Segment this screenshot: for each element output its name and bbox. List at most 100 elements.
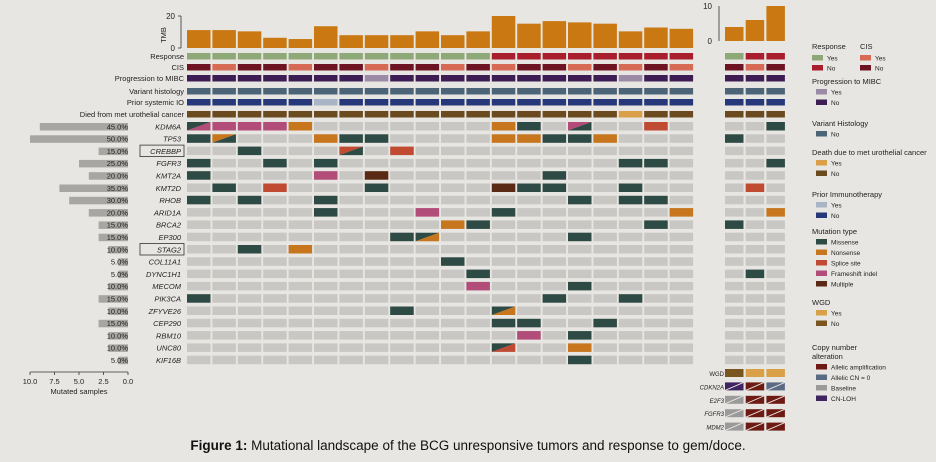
clinical-cell — [212, 75, 236, 82]
gene-cell-right-bg — [766, 171, 785, 180]
legend-item-label: Splice site — [831, 261, 861, 268]
mutation-missense — [314, 195, 338, 205]
legend-swatch — [816, 160, 827, 166]
clinical-cell — [441, 53, 465, 60]
legend-item-label: Yes — [831, 203, 842, 210]
gene-cell-bg — [568, 294, 592, 303]
gene-cell-bg — [491, 257, 516, 266]
gene-cell-right-bg — [766, 232, 785, 242]
gene-cell-bg — [593, 245, 617, 254]
gene-name: COL11A1 — [149, 258, 181, 267]
gene-name: KMT2A — [156, 171, 181, 180]
gene-cell-bg — [491, 146, 516, 156]
legend-item-label: No — [831, 321, 840, 328]
gene-cell-bg — [314, 281, 338, 291]
gene-cell-right-bg — [766, 220, 785, 229]
gene-cell-right-bg — [766, 195, 785, 205]
clinical-cell — [288, 64, 313, 71]
mutation-nonsense — [669, 208, 694, 217]
mutation-missense — [517, 183, 541, 192]
gene-cell-bg — [441, 134, 465, 143]
gene-cell-bg — [491, 171, 516, 180]
clinical-cell — [618, 88, 643, 95]
tmb-tick-label: 0 — [708, 37, 713, 46]
gene-percent: 50.0% — [107, 135, 129, 144]
gene-cell-bg — [466, 171, 490, 180]
gene-cell-bg — [390, 245, 414, 254]
legend-item-label: Missense — [831, 240, 859, 247]
legend-title: Progression to MIBC — [812, 77, 882, 86]
legend-swatch — [860, 65, 871, 71]
mutated-samples-bar — [39, 123, 128, 131]
clinical-cell — [593, 53, 617, 60]
clinical-cell — [339, 88, 363, 95]
gene-cell-bg — [644, 134, 668, 143]
cn-cell-divider — [724, 381, 744, 391]
mutation-nonsense — [491, 306, 516, 315]
gene-cell-bg — [187, 146, 211, 156]
clinical-cell-right — [725, 88, 744, 95]
gene-percent: 25.0% — [107, 159, 129, 168]
clinical-cell — [187, 75, 211, 82]
mutation-missense — [542, 134, 567, 143]
mutation-nonsense — [766, 208, 785, 217]
gene-cell-bg — [466, 331, 490, 340]
gene-cell-bg — [517, 220, 541, 229]
mutated-samples-bar — [108, 344, 128, 352]
clinical-cell — [237, 75, 262, 82]
gene-percent: 15.0% — [107, 221, 129, 230]
clinical-cell — [237, 53, 262, 60]
gene-cell-right-bg — [766, 281, 785, 291]
gene-cell-right-bg — [725, 158, 744, 168]
gene-cell-bg — [263, 220, 287, 229]
gene-cell-right-bg — [745, 306, 765, 315]
clinical-cell — [441, 111, 465, 118]
tmb-bar — [212, 30, 236, 48]
gene-cell-bg — [644, 281, 668, 291]
mutation-missense — [568, 355, 592, 365]
gene-cell-right-bg — [766, 306, 785, 315]
gene-cell-bg — [339, 195, 363, 205]
mutation-missense — [745, 269, 765, 279]
gene-cell-bg — [441, 343, 465, 352]
gene-cell-bg — [390, 134, 414, 143]
gene-cell-bg — [288, 208, 313, 217]
clinical-cell — [212, 64, 236, 71]
clinical-cell — [618, 75, 643, 82]
legend-item-label: Yes — [831, 90, 842, 97]
gene-cell-right-bg — [766, 294, 785, 303]
mutation-splice — [491, 343, 516, 352]
gene-cell-bg — [263, 171, 287, 180]
gene-cell-bg — [212, 208, 236, 217]
gene-cell-bg — [314, 318, 338, 328]
gene-cell-bg — [568, 208, 592, 217]
tmb-bar — [669, 28, 694, 48]
gene-cell-bg — [491, 294, 516, 303]
gene-cell-right-bg — [766, 134, 785, 143]
clinical-cell — [466, 111, 490, 118]
mutation-missense — [568, 232, 592, 242]
gene-name: UNC80 — [156, 344, 181, 353]
cn-cell — [725, 369, 744, 377]
gene-cell-bg — [364, 232, 389, 242]
clinical-cell — [644, 53, 668, 60]
gene-cell-bg — [644, 146, 668, 156]
gene-cell-bg — [644, 343, 668, 352]
axis-tick-label: 10.0 — [23, 377, 38, 386]
clinical-cell — [644, 99, 668, 106]
clinical-cell — [364, 99, 389, 106]
clinical-cell — [288, 53, 313, 60]
gene-cell-bg — [415, 134, 440, 143]
legend-item-label: Yes — [831, 311, 842, 318]
gene-cell-bg — [390, 318, 414, 328]
legend-swatch — [816, 170, 827, 176]
gene-cell-right-bg — [766, 245, 785, 254]
gene-cell-bg — [491, 232, 516, 242]
gene-cell-bg — [568, 146, 592, 156]
gene-cell-bg — [669, 318, 694, 328]
legend-swatch — [816, 395, 827, 401]
clinical-cell — [593, 75, 617, 82]
clinical-cell — [669, 64, 694, 71]
mutated-samples-bar — [98, 295, 128, 303]
clinical-cell — [263, 64, 287, 71]
